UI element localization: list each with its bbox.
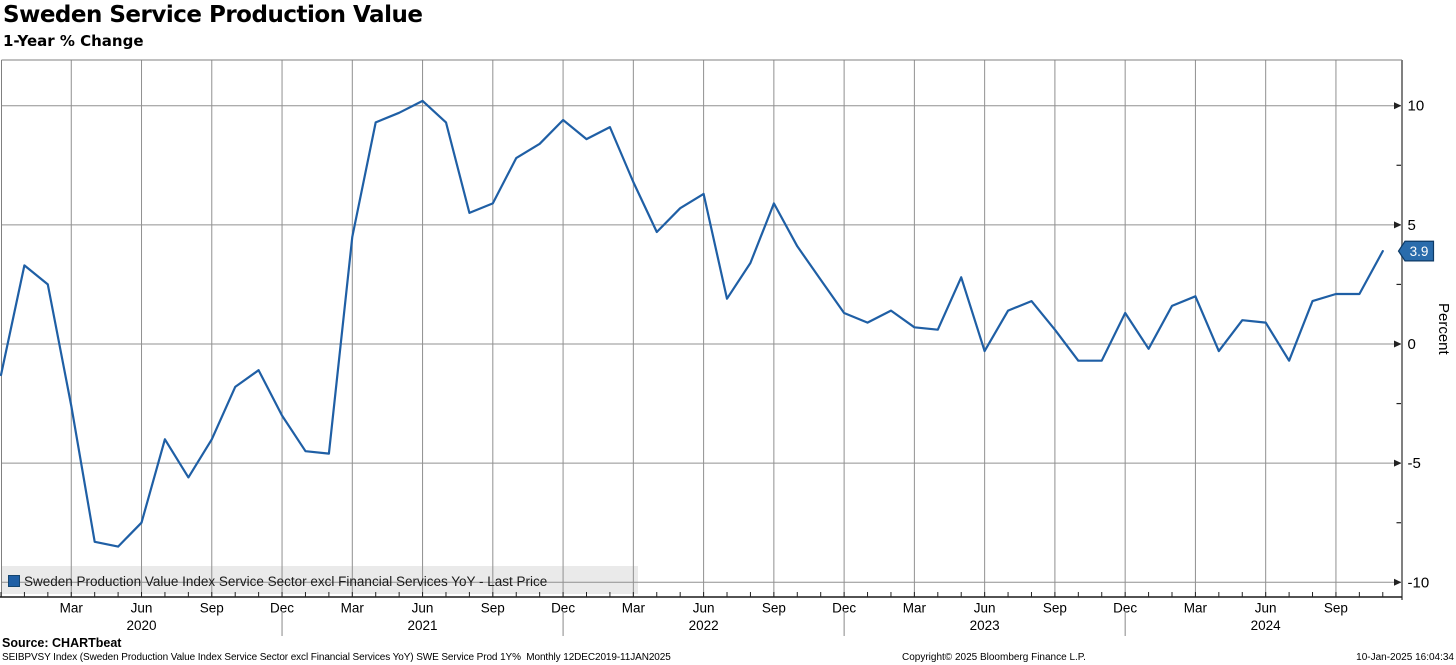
- x-tick-label: Sep: [1043, 601, 1067, 616]
- last-price-label: 3.9: [1410, 244, 1429, 259]
- x-tick-label: Sep: [200, 601, 224, 616]
- x-tick-label: Mar: [341, 601, 365, 616]
- x-tick-label: Jun: [974, 601, 996, 616]
- x-tick-label: Dec: [551, 601, 575, 616]
- x-tick-label: Jun: [693, 601, 715, 616]
- x-tick-label: Jun: [1255, 601, 1277, 616]
- axis-arrow-icon: [1394, 459, 1402, 467]
- x-tick-label: Sep: [762, 601, 786, 616]
- x-tick-label: Sep: [481, 601, 505, 616]
- year-label: 2023: [970, 618, 1000, 633]
- copyright-text: Copyright© 2025 Bloomberg Finance L.P.: [902, 652, 1086, 663]
- y-tick-label: -5: [1408, 455, 1421, 472]
- y-tick-label: 5: [1408, 217, 1416, 234]
- ticker-description-text: SEIBPVSY Index (Sweden Production Value …: [2, 652, 671, 663]
- legend-marker-icon: [8, 575, 20, 587]
- source-text: Source: CHARTbeat: [2, 636, 122, 650]
- x-tick-label: Jun: [131, 601, 153, 616]
- legend-entry: Sweden Production Value Index Service Se…: [8, 573, 547, 589]
- x-tick-label: Dec: [832, 601, 856, 616]
- chart-title: Sweden Service Production Value: [3, 2, 423, 28]
- x-tick-label: Mar: [1184, 601, 1208, 616]
- x-tick-label: Mar: [622, 601, 646, 616]
- x-tick-label: Mar: [903, 601, 927, 616]
- axis-arrow-icon: [1394, 578, 1402, 586]
- x-tick-label: Jun: [412, 601, 434, 616]
- data-line: [0, 99, 1384, 548]
- last-price-badge: [1397, 240, 1435, 262]
- year-label: 2021: [408, 618, 438, 633]
- y-axis-title: Percent: [1435, 303, 1452, 355]
- year-label: 2024: [1251, 618, 1282, 633]
- year-label: 2020: [126, 618, 156, 633]
- legend-label: Sweden Production Value Index Service Se…: [24, 573, 548, 589]
- y-tick-label: 0: [1408, 336, 1416, 353]
- y-tick-label: 10: [1408, 98, 1425, 115]
- chart-subtitle: 1-Year % Change: [3, 32, 144, 50]
- x-tick-label: Mar: [60, 601, 84, 616]
- x-tick-label: Dec: [1113, 601, 1137, 616]
- axis-arrow-icon: [1394, 340, 1402, 348]
- year-label: 2022: [689, 618, 719, 633]
- legend-box: [2, 566, 638, 594]
- timestamp-text: 10-Jan-2025 16:04:34: [1356, 652, 1454, 663]
- x-tick-label: Sep: [1324, 601, 1348, 616]
- axis-arrow-icon: [1394, 221, 1402, 229]
- y-tick-label: -10: [1408, 574, 1430, 591]
- x-tick-label: Dec: [270, 601, 294, 616]
- axis-arrow-icon: [1394, 102, 1402, 110]
